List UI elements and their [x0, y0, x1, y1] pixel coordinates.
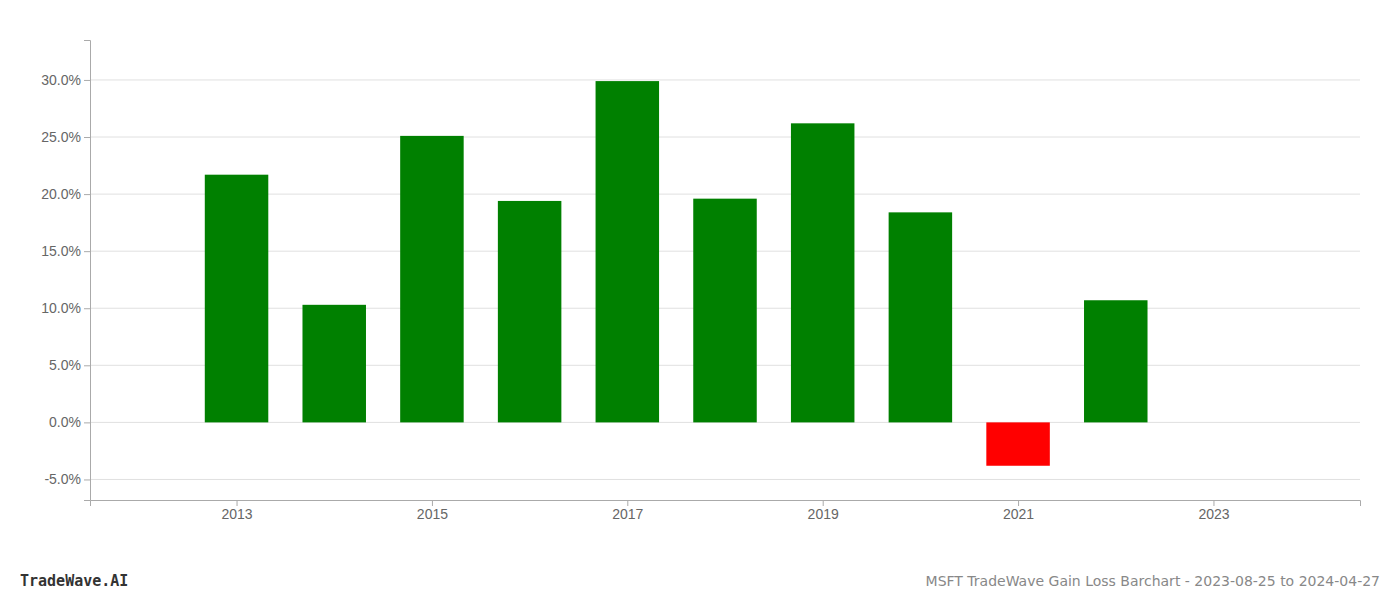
bar [986, 422, 1050, 465]
y-tick-label: 15.0% [41, 243, 81, 259]
bar [596, 81, 660, 422]
y-tick: 20.0% [41, 186, 90, 202]
y-tick-mark [84, 194, 90, 195]
y-tick-label: 25.0% [41, 129, 81, 145]
x-tick: 2015 [417, 500, 448, 522]
bar [205, 175, 269, 423]
y-tick-label: 0.0% [49, 414, 81, 430]
grid-line [90, 479, 1360, 480]
y-tick-label: 30.0% [41, 72, 81, 88]
y-tick-label: 20.0% [41, 186, 81, 202]
y-tick: 30.0% [41, 72, 90, 88]
x-tick: 2021 [1003, 500, 1034, 522]
x-tick-label: 2023 [1198, 506, 1229, 522]
bar [498, 201, 561, 422]
y-tick: 0.0% [49, 414, 90, 430]
y-tick-mark [84, 365, 90, 366]
x-tick: 2023 [1198, 500, 1229, 522]
x-tick-label: 2015 [417, 506, 448, 522]
bar [400, 136, 464, 423]
plot: -5.0% 0.0% 5.0% 10.0% 15.0% 20.0% 25.0% 30.0% 20… [41, 41, 1360, 522]
grid-line [90, 79, 1360, 80]
x-tick-label: 2013 [221, 506, 252, 522]
y-tick: 15.0% [41, 243, 90, 259]
y-tick-mark [84, 422, 90, 423]
grid-line [90, 194, 1360, 195]
y-tick-label: -5.0% [44, 471, 81, 487]
y-tick-label: 5.0% [49, 357, 81, 373]
footer-left: TradeWave.AI [20, 572, 128, 590]
y-tick-mark [84, 479, 90, 480]
y-axis: -5.0% 0.0% 5.0% 10.0% 15.0% 20.0% 25.0% 30.0% [41, 41, 90, 501]
y-tick: 10.0% [41, 300, 90, 316]
bar [302, 305, 366, 423]
y-tick: 25.0% [41, 129, 90, 145]
chart: -5.0% 0.0% 5.0% 10.0% 15.0% 20.0% 25.0% 30.0% 20… [0, 0, 1400, 600]
x-axis-line [91, 501, 1361, 507]
x-tick-label: 2017 [612, 506, 643, 522]
x-tick: 2017 [612, 500, 643, 522]
bar [1084, 300, 1148, 422]
bar [791, 123, 855, 422]
bar [693, 199, 757, 423]
y-axis-line [84, 41, 91, 501]
y-tick-mark [84, 137, 90, 138]
x-tick: 2019 [808, 500, 839, 522]
y-tick-mark [84, 80, 90, 81]
footer-right: MSFT TradeWave Gain Loss Barchart - 2023… [926, 573, 1380, 589]
y-tick-mark [84, 251, 90, 252]
y-tick: -5.0% [44, 471, 90, 487]
bar [889, 212, 953, 422]
bars [205, 81, 1148, 466]
grid-line [90, 137, 1360, 138]
grid [90, 80, 1360, 480]
y-tick: 5.0% [49, 357, 90, 373]
x-axis: 2013 2015 2017 2019 2021 2023 [91, 500, 1361, 522]
x-tick-label: 2019 [808, 506, 839, 522]
x-tick-label: 2021 [1003, 506, 1034, 522]
y-tick-label: 10.0% [41, 300, 81, 316]
y-tick-mark [84, 308, 90, 309]
x-tick: 2013 [221, 500, 252, 522]
